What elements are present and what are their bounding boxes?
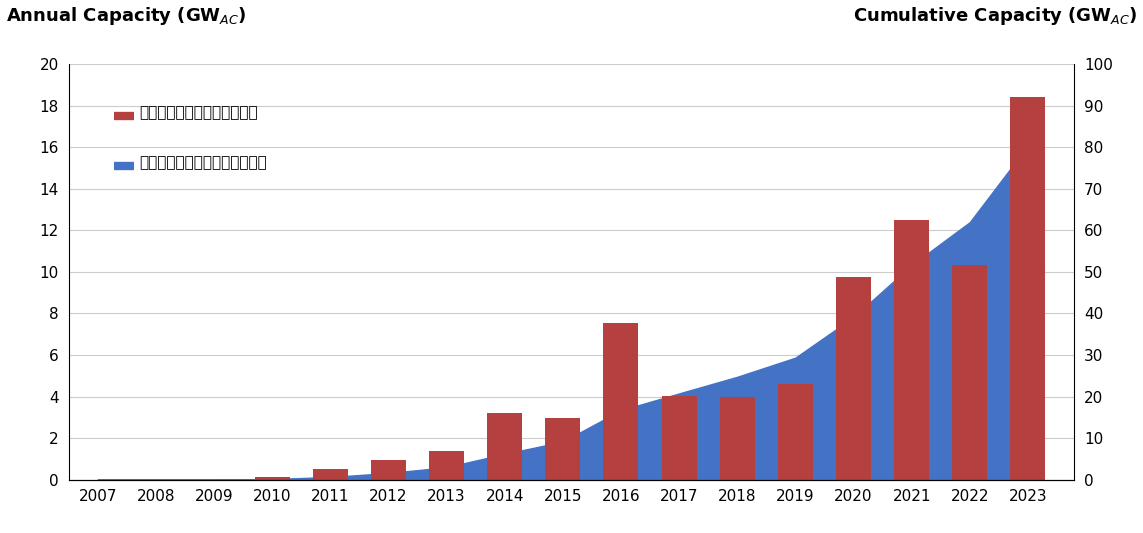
Text: Cumulative Capacity (GW$_{AC}$): Cumulative Capacity (GW$_{AC}$)	[853, 5, 1137, 27]
Bar	[371, 460, 406, 480]
Bar	[720, 397, 754, 480]
Text: Annual Capacity (GW$_{AC}$): Annual Capacity (GW$_{AC}$)	[6, 5, 246, 27]
Bar	[545, 418, 581, 480]
Bar	[313, 470, 347, 480]
Text: 赤棒：年間導入量　（左軸）: 赤棒：年間導入量 （左軸）	[139, 106, 257, 120]
Bar	[778, 384, 813, 480]
Bar	[429, 450, 464, 480]
Bar	[1010, 97, 1046, 480]
Text: 青部分：累積導入量　（右軸）: 青部分：累積導入量 （右軸）	[139, 156, 266, 171]
Bar	[836, 277, 871, 480]
Bar	[604, 323, 638, 480]
Bar	[894, 220, 929, 480]
Bar	[255, 477, 289, 480]
Bar	[487, 413, 522, 480]
Bar	[952, 264, 988, 480]
Bar	[662, 395, 696, 480]
